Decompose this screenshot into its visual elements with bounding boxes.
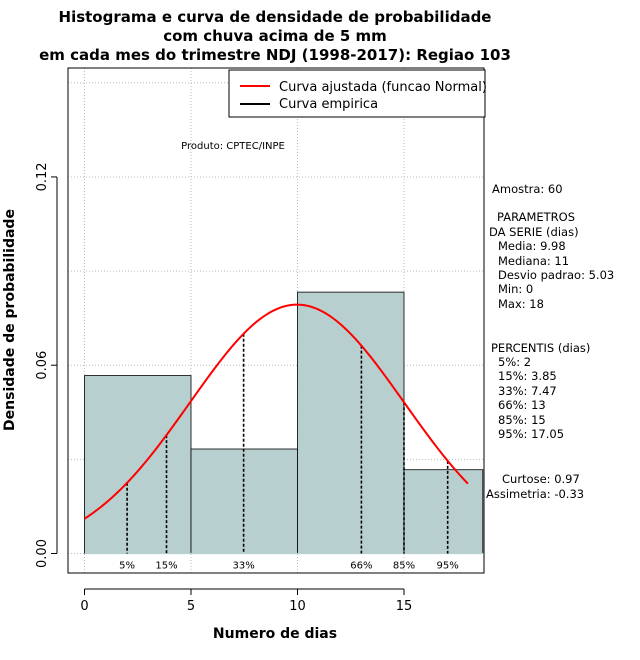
percentile-label: 95% — [437, 561, 459, 572]
legend-fitted-label: Curva ajustada (funcao Normal) — [279, 80, 487, 95]
histogram-bar — [297, 291, 405, 554]
chart-title-line-1: Histograma e curva de densidade de proba… — [59, 8, 492, 26]
y-tick-label: 0.12 — [35, 162, 50, 191]
fitted-curve-layer — [83, 303, 469, 520]
stat-min: Min: 0 — [498, 282, 533, 296]
y-axis-title: Densidade de probabilidade — [2, 209, 18, 431]
percentile-label: 15% — [155, 561, 177, 572]
statistics-panel: Amostra: 60 PARAMETROS DA SERIE (dias) M… — [486, 182, 614, 501]
fitted-normal-curve — [83, 303, 469, 520]
stat-media: Media: 9.98 — [498, 239, 566, 253]
percentile-label: 5% — [119, 561, 135, 572]
stat-assimetria: Assimetria: -0.33 — [486, 487, 584, 501]
percentile-markers: 5% 15% 33% 66% 85% 95% — [119, 333, 459, 572]
histogram-bar — [403, 469, 484, 554]
stat-desvio: Desvio padrao: 5.03 — [498, 268, 614, 282]
legend: Curva ajustada (funcao Normal) Curva emp… — [228, 69, 487, 118]
product-credit: Produto: CPTEC/INPE — [181, 141, 285, 152]
x-tick-label: 5 — [187, 599, 195, 614]
chart-title-line-2: com chuva acima de 5 mm — [163, 27, 387, 45]
histogram-bars — [84, 291, 484, 555]
x-axis-title: Numero de dias — [213, 626, 337, 642]
stat-p5: 5%: 2 — [498, 355, 531, 369]
stat-p85: 85%: 15 — [498, 413, 546, 427]
x-tick-label: 0 — [80, 599, 88, 614]
stat-p95: 95%: 17.05 — [498, 427, 564, 441]
stat-parametros-title-1: PARAMETROS — [497, 210, 575, 224]
percentile-label: 33% — [232, 561, 254, 572]
percentile-label: 66% — [350, 561, 372, 572]
histogram-bar — [84, 375, 192, 554]
legend-empirical-label: Curva empirica — [279, 97, 378, 112]
stat-parametros-title-2: DA SERIE (dias) — [489, 225, 579, 239]
y-tick-label: 0.06 — [35, 351, 50, 380]
stat-p33: 33%: 7.47 — [498, 384, 557, 398]
percentile-label: 85% — [393, 561, 415, 572]
chart-title-line-3: em cada mes do trimestre NDJ (1998-2017)… — [39, 46, 511, 64]
stat-max: Max: 18 — [498, 297, 544, 311]
y-tick-label: 0.00 — [35, 539, 50, 568]
stat-mediana: Mediana: 11 — [498, 254, 569, 268]
legend-box — [228, 69, 486, 118]
stat-p66: 66%: 13 — [498, 398, 546, 412]
stat-curtose: Curtose: 0.97 — [502, 472, 580, 486]
x-tick-label: 15 — [396, 599, 413, 614]
stat-amostra: Amostra: 60 — [492, 182, 563, 196]
x-tick-label: 10 — [289, 599, 306, 614]
axes: 0 5 10 15 0.00 0.06 0.12 — [35, 162, 412, 614]
plot-frame — [67, 67, 485, 574]
stat-percentis-title: PERCENTIS (dias) — [491, 341, 590, 355]
stat-p15: 15%: 3.85 — [498, 369, 557, 383]
